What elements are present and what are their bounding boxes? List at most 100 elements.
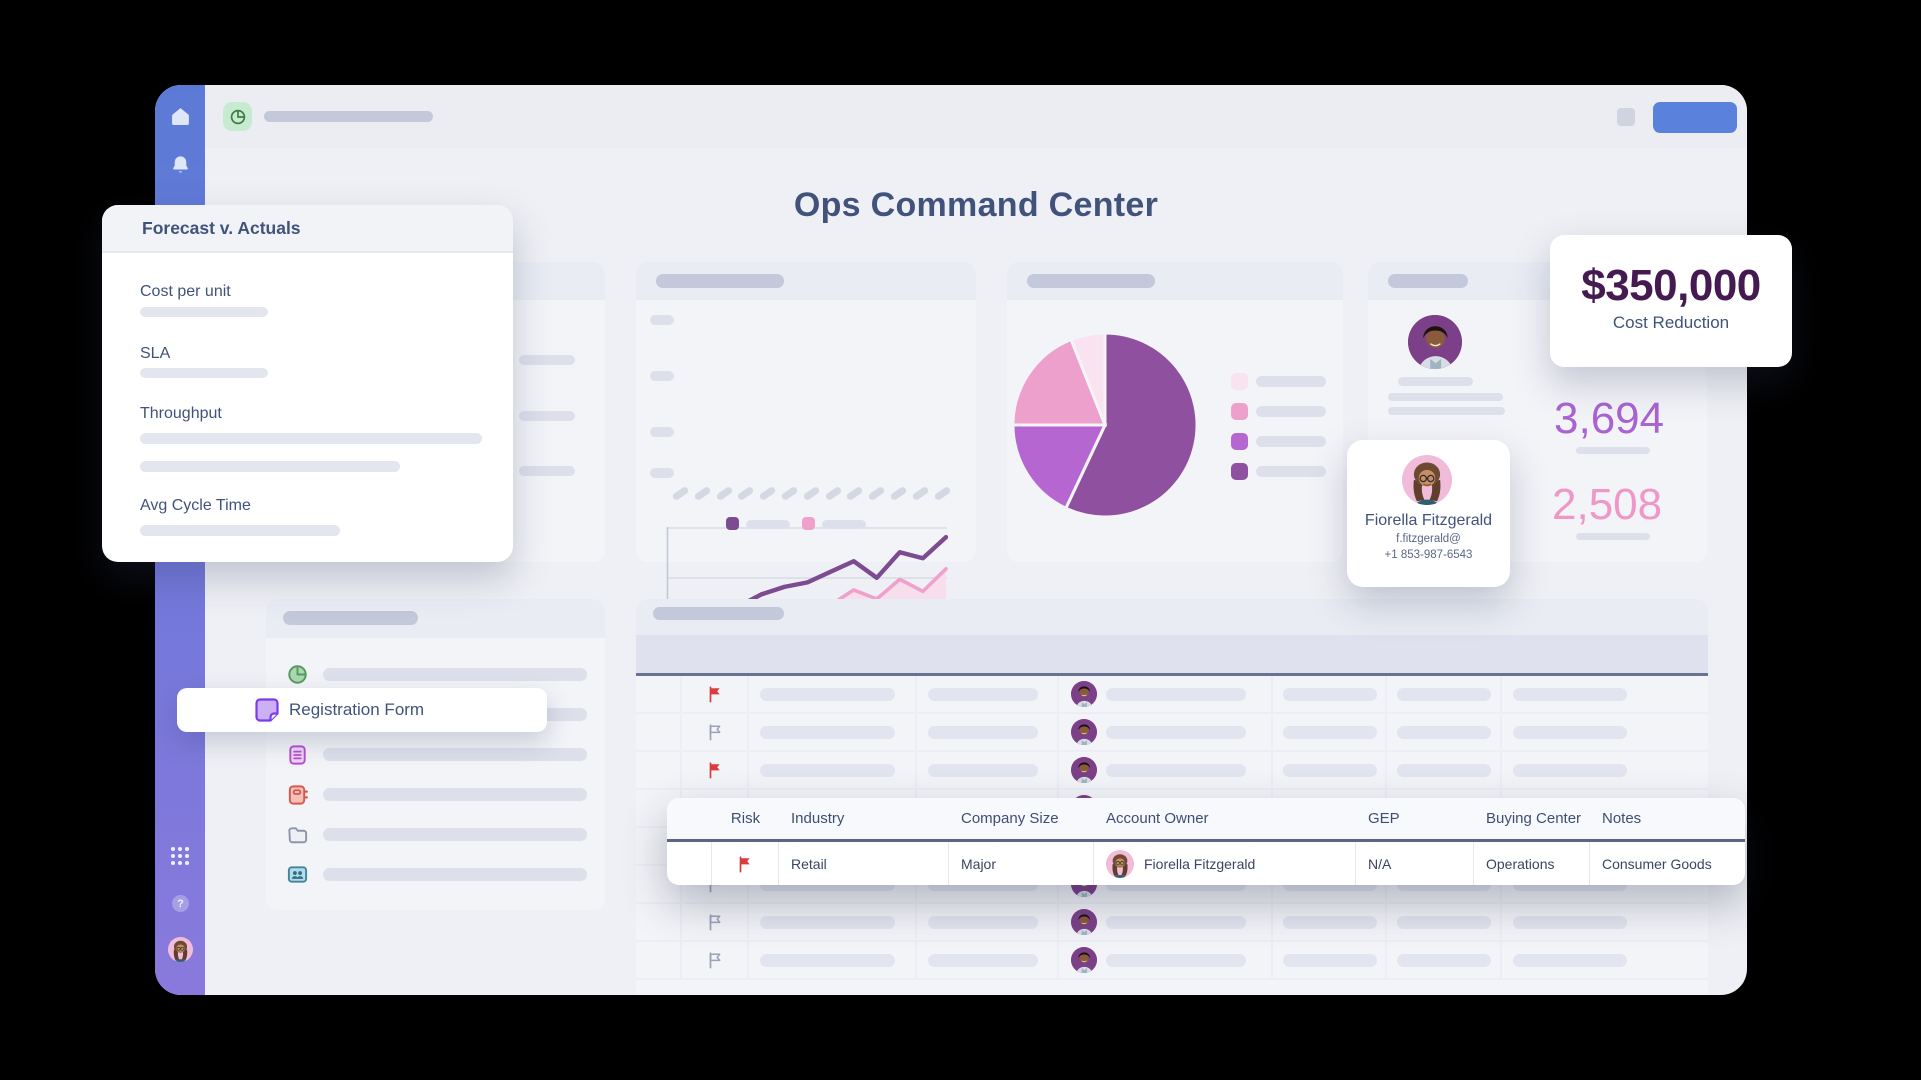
- pie-chart-icon: [286, 663, 309, 686]
- registration-overlay-label: Registration Form: [289, 700, 425, 719]
- popup-header-row: Risk Industry Company Size Account Owner GEP…: [667, 798, 1745, 842]
- owner-avatar: [1106, 849, 1134, 878]
- table-row[interactable]: [636, 942, 1708, 980]
- clipboard-icon: [286, 743, 309, 766]
- contact-avatar: [1402, 455, 1452, 505]
- chart-title-placeholder: [656, 274, 784, 288]
- x-tick-placeholder: [736, 485, 755, 502]
- topbar-secondary-button[interactable]: [1617, 108, 1635, 126]
- table-row[interactable]: [636, 714, 1708, 752]
- pie-legend-label-placeholder: [1256, 466, 1326, 477]
- metric-label: SLA: [140, 345, 171, 362]
- legend-swatch-dark: [726, 517, 739, 530]
- legend-swatch-pink: [802, 517, 815, 530]
- popup-col-header[interactable]: Notes: [1602, 810, 1642, 827]
- stat-value-purple: 3,694: [1554, 394, 1665, 443]
- popup-cell-buying-center[interactable]: Operations: [1474, 842, 1590, 885]
- kpi-card: $350,000 Cost Reduction: [1550, 235, 1792, 367]
- x-tick-placeholder: [889, 485, 908, 502]
- home-icon[interactable]: [169, 105, 192, 128]
- sidebar-user-avatar[interactable]: [168, 937, 193, 962]
- row-avatar: [1071, 757, 1097, 783]
- pie-chart-card[interactable]: [1007, 262, 1343, 562]
- list-item[interactable]: [266, 741, 605, 771]
- x-tick-placeholder: [867, 485, 886, 502]
- pie-legend-label-placeholder: [1256, 376, 1326, 387]
- contacts-icon: [286, 863, 309, 886]
- contact-phone[interactable]: +1 853-987-6543: [1384, 549, 1473, 561]
- table-row[interactable]: [636, 676, 1708, 714]
- kpi-value: $350,000: [1581, 261, 1761, 310]
- x-tick-placeholder: [911, 485, 930, 502]
- folder-icon: [286, 823, 309, 846]
- list-item[interactable]: [266, 821, 605, 851]
- topbar-primary-button[interactable]: [1653, 102, 1737, 133]
- x-tick-placeholder: [802, 485, 821, 502]
- bell-icon[interactable]: [169, 153, 192, 176]
- popup-cell-company-size[interactable]: Major: [949, 842, 1094, 885]
- popup-col-header[interactable]: Industry: [791, 810, 845, 827]
- flag-icon[interactable]: [682, 714, 749, 752]
- row-avatar: [1071, 719, 1097, 745]
- metric-label: Cost per unit: [140, 283, 231, 300]
- help-icon[interactable]: ?: [172, 895, 189, 912]
- flag-icon[interactable]: [682, 752, 749, 790]
- x-tick-placeholder: [824, 485, 843, 502]
- x-tick-placeholder: [715, 485, 734, 502]
- popup-col-header[interactable]: Company Size: [961, 810, 1059, 827]
- form-doc-icon: [253, 696, 281, 724]
- flag-icon[interactable]: [712, 842, 779, 885]
- stat-value-pink: 2,508: [1552, 480, 1663, 529]
- x-tick-placeholder: [845, 485, 864, 502]
- x-tick-placeholder: [780, 485, 799, 502]
- topbar-title-placeholder: [264, 111, 433, 122]
- contact-card[interactable]: Fiorella Fitzgerald f.fitzgerald@ +1 853…: [1347, 440, 1510, 587]
- table-header-band: [636, 635, 1708, 676]
- metric-label: Avg Cycle Time: [140, 497, 251, 514]
- line-chart-card[interactable]: [636, 262, 976, 681]
- row-avatar: [1071, 681, 1097, 707]
- nav-list-card: [266, 599, 605, 910]
- popup-cell-account-owner[interactable]: Fiorella Fitzgerald: [1094, 842, 1356, 885]
- list-item[interactable]: [266, 661, 605, 691]
- table-row[interactable]: [636, 904, 1708, 942]
- list-item[interactable]: [266, 781, 605, 811]
- pie-legend-swatch: [1231, 433, 1248, 450]
- x-tick-placeholder: [758, 485, 777, 502]
- popup-cell-notes[interactable]: Consumer Goods: [1602, 855, 1712, 872]
- metric-label: Throughput: [140, 405, 222, 422]
- record-popup[interactable]: Risk Industry Company Size Account Owner GEP…: [667, 798, 1745, 885]
- registration-overlay[interactable]: Registration Form: [177, 688, 547, 732]
- forecast-panel: Forecast v. Actuals Cost per unit SLA Th…: [102, 205, 513, 562]
- data-table-card: [636, 599, 1708, 995]
- popup-cell-gep[interactable]: N/A: [1356, 842, 1474, 885]
- apps-grid-icon[interactable]: [171, 847, 191, 867]
- pie-chart: [1011, 331, 1199, 519]
- popup-data-row[interactable]: Retail Major Fiorella Fitzgerald N/A Operati…: [667, 842, 1745, 885]
- chart-title-placeholder: [1027, 274, 1155, 288]
- kpi-label: Cost Reduction: [1612, 313, 1730, 332]
- x-tick-placeholder: [671, 485, 690, 502]
- pie-chart-icon: [229, 108, 247, 126]
- table-row[interactable]: [636, 752, 1708, 790]
- row-avatar: [1071, 947, 1097, 973]
- popup-col-header[interactable]: Buying Center: [1486, 810, 1582, 827]
- popup-col-header[interactable]: Risk: [730, 810, 761, 827]
- pie-legend-swatch: [1231, 403, 1248, 420]
- forecast-panel-title: Forecast v. Actuals: [142, 218, 301, 238]
- flag-icon[interactable]: [682, 904, 749, 942]
- contact-email[interactable]: f.fitzgerald@: [1396, 533, 1461, 545]
- app-logo-tile[interactable]: [223, 102, 252, 131]
- popup-cell-industry[interactable]: Retail: [779, 842, 949, 885]
- x-tick-placeholder: [693, 485, 712, 502]
- flag-icon[interactable]: [682, 942, 749, 980]
- forecast-panel-header: Forecast v. Actuals: [102, 205, 513, 253]
- flag-icon[interactable]: [682, 676, 749, 714]
- pie-legend-label-placeholder: [1256, 406, 1326, 417]
- profile-avatar[interactable]: [1408, 315, 1462, 369]
- popup-col-header[interactable]: GEP: [1368, 810, 1400, 827]
- list-item[interactable]: [266, 861, 605, 891]
- address-book-icon: [286, 783, 309, 806]
- popup-col-header[interactable]: Account Owner: [1106, 810, 1209, 827]
